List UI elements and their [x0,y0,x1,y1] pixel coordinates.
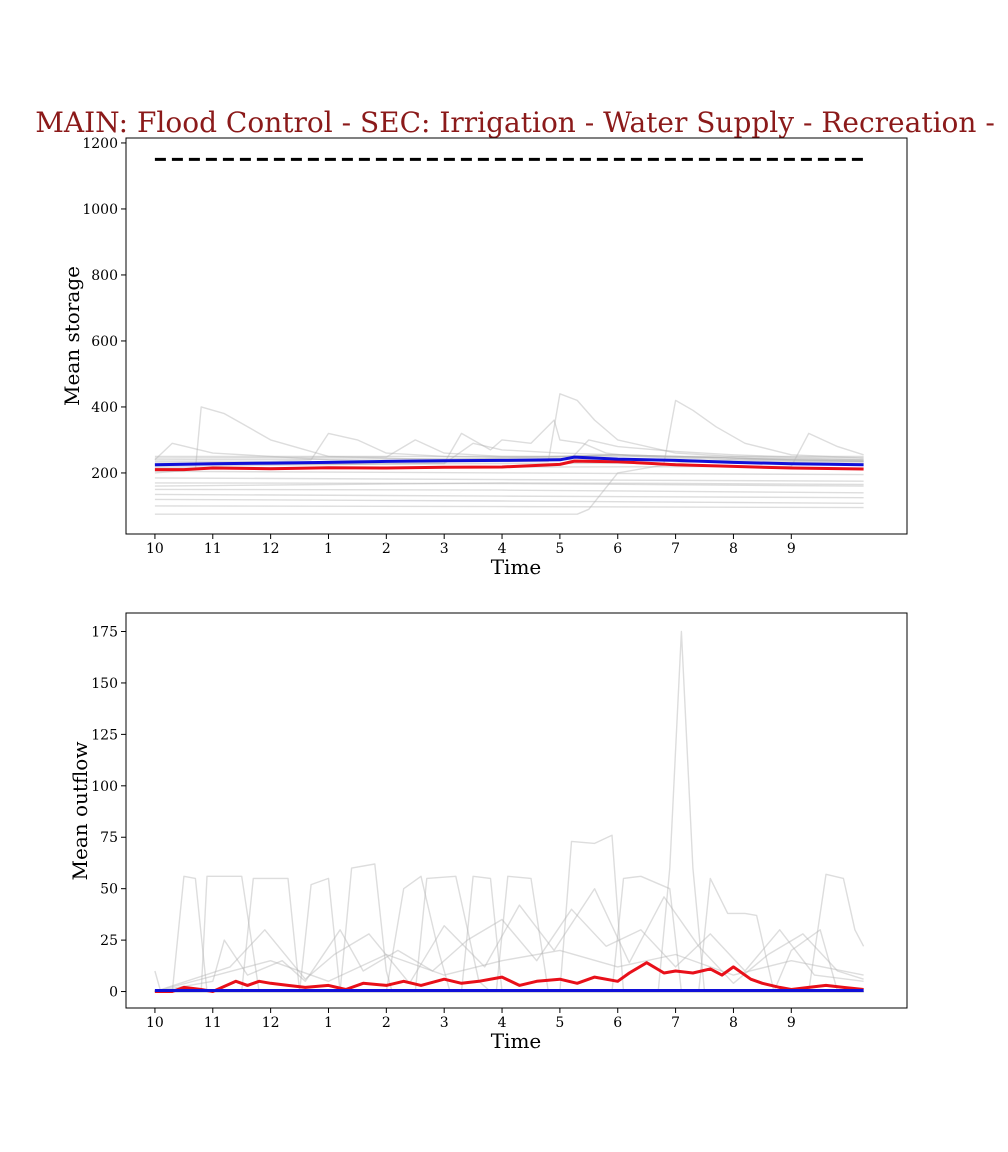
x-axis-label: Time [491,1029,542,1053]
blue-mean-line [154,455,864,467]
y-tick-label: 75 [100,830,118,846]
y-tick-label: 0 [109,985,118,1001]
x-tick-label: 4 [498,541,507,557]
storage-chart: MAIN: Flood Control - SEC: Irrigation - … [35,106,995,579]
gray-trace-line-12 [154,439,864,461]
x-tick-label: 4 [498,1015,507,1031]
gray-trace-line-4 [154,877,864,993]
gray-trace-line-3 [154,442,864,463]
x-tick-label: 2 [382,1015,391,1031]
x-tick-label: 6 [613,1015,622,1031]
gray-trace-line-16 [154,482,864,487]
y-axis-label: Mean storage [60,266,84,406]
x-tick-label: 10 [146,1015,164,1031]
gray-trace-line-14 [154,877,864,993]
x-tick-label: 9 [787,1015,796,1031]
y-tick-label: 400 [91,400,118,416]
gray-trace-line-15 [154,477,864,482]
x-tick-label: 8 [729,1015,738,1031]
red-mean-line [154,459,864,472]
gray-trace-line-11 [154,439,864,461]
red-mean-line [154,961,864,993]
x-tick-label: 11 [204,541,222,557]
y-tick-label: 1000 [82,202,118,218]
x-axis-label: Time [491,555,542,579]
series-group [154,630,865,993]
gray-trace-line-20 [154,505,864,509]
y-ticks: 200 400 600 800 1000 1200 [82,136,126,482]
gray-trace-line-7 [154,393,864,464]
x-tick-label: 2 [382,541,391,557]
x-tick-label: 6 [613,541,622,557]
x-tick-label: 10 [146,541,164,557]
y-tick-label: 600 [91,334,118,350]
x-tick-label: 12 [262,1015,280,1031]
x-tick-label: 11 [204,1015,222,1031]
y-axis-label: Mean outflow [68,742,92,881]
x-ticks: 10 11 12 1 2 3 4 5 6 7 8 9 [146,534,796,557]
gray-trace-line-8 [154,399,864,466]
gray-trace-line-21 [154,459,864,515]
chart-title: MAIN: Flood Control - SEC: Irrigation - … [35,106,995,139]
y-ticks: 0 25 50 75 100 125 150 175 [91,625,126,1001]
x-ticks: 10 11 12 1 2 3 4 5 6 7 8 9 [146,1008,796,1031]
x-tick-label: 3 [440,541,449,557]
x-tick-label: 9 [787,541,796,557]
y-tick-label: 200 [91,466,118,482]
y-tick-label: 1200 [82,136,118,152]
y-tick-label: 100 [91,779,118,795]
gray-trace-line-19 [154,498,864,504]
gray-trace-line-10 [154,442,864,466]
plot-area-frame [125,612,908,1009]
y-tick-label: 25 [100,933,118,949]
gray-trace-line-5 [154,432,864,463]
x-tick-label: 5 [555,541,564,557]
plot-area-frame [125,137,908,535]
y-tick-label: 150 [91,676,118,692]
y-tick-label: 125 [91,727,118,743]
y-tick-label: 175 [91,625,118,641]
x-tick-label: 3 [440,1015,449,1031]
x-tick-label: 8 [729,541,738,557]
gray-trace-line-18 [154,908,864,993]
gray-trace-line-17 [154,488,864,494]
gray-trace-line-18 [154,493,864,499]
gray-trace-line-14 [154,470,864,476]
gray-trace-line-9 [154,432,864,469]
y-tick-label: 50 [100,882,118,898]
x-tick-label: 1 [324,541,333,557]
x-tick-label: 1 [324,1015,333,1031]
gray-trace-line-19 [154,888,864,993]
x-tick-label: 7 [671,541,680,557]
gray-trace-line-11 [154,834,864,993]
gray-trace-line-5 [154,877,864,993]
gray-trace-line-22 [154,482,864,487]
gray-trace-line-6 [154,419,864,468]
x-tick-label: 12 [262,541,280,557]
x-tick-label: 7 [671,1015,680,1031]
gray-trace-line-13 [154,630,864,993]
y-tick-label: 800 [91,268,118,284]
x-tick-label: 5 [555,1015,564,1031]
series-group [154,157,864,515]
